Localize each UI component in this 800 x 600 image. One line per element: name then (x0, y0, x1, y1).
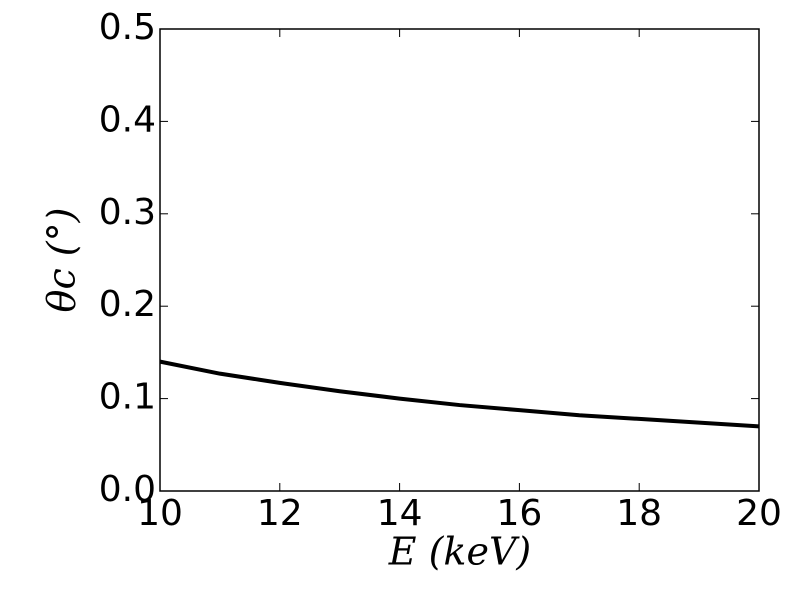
plot-frame (159, 28, 760, 492)
y-tick-label: 0.1 (99, 377, 156, 418)
y-axis-label: θc (°) (40, 208, 84, 313)
y-tick-label: 0.5 (99, 7, 156, 48)
y-tick-label: 0.0 (99, 469, 156, 510)
x-tick-label: 18 (616, 493, 662, 534)
line (159, 359, 760, 429)
x-tick-label: 10 (137, 493, 183, 534)
x-tick-label: 16 (496, 493, 542, 534)
x-tick-label: 14 (377, 493, 423, 534)
y-tick-label: 0.4 (99, 99, 156, 140)
y-tick-label: 0.3 (99, 192, 156, 233)
y-tick-label: 0.2 (99, 284, 156, 325)
x-tick-label: 12 (257, 493, 303, 534)
x-axis-label: E (keV) (388, 530, 531, 574)
x-tick-label: 20 (736, 493, 782, 534)
